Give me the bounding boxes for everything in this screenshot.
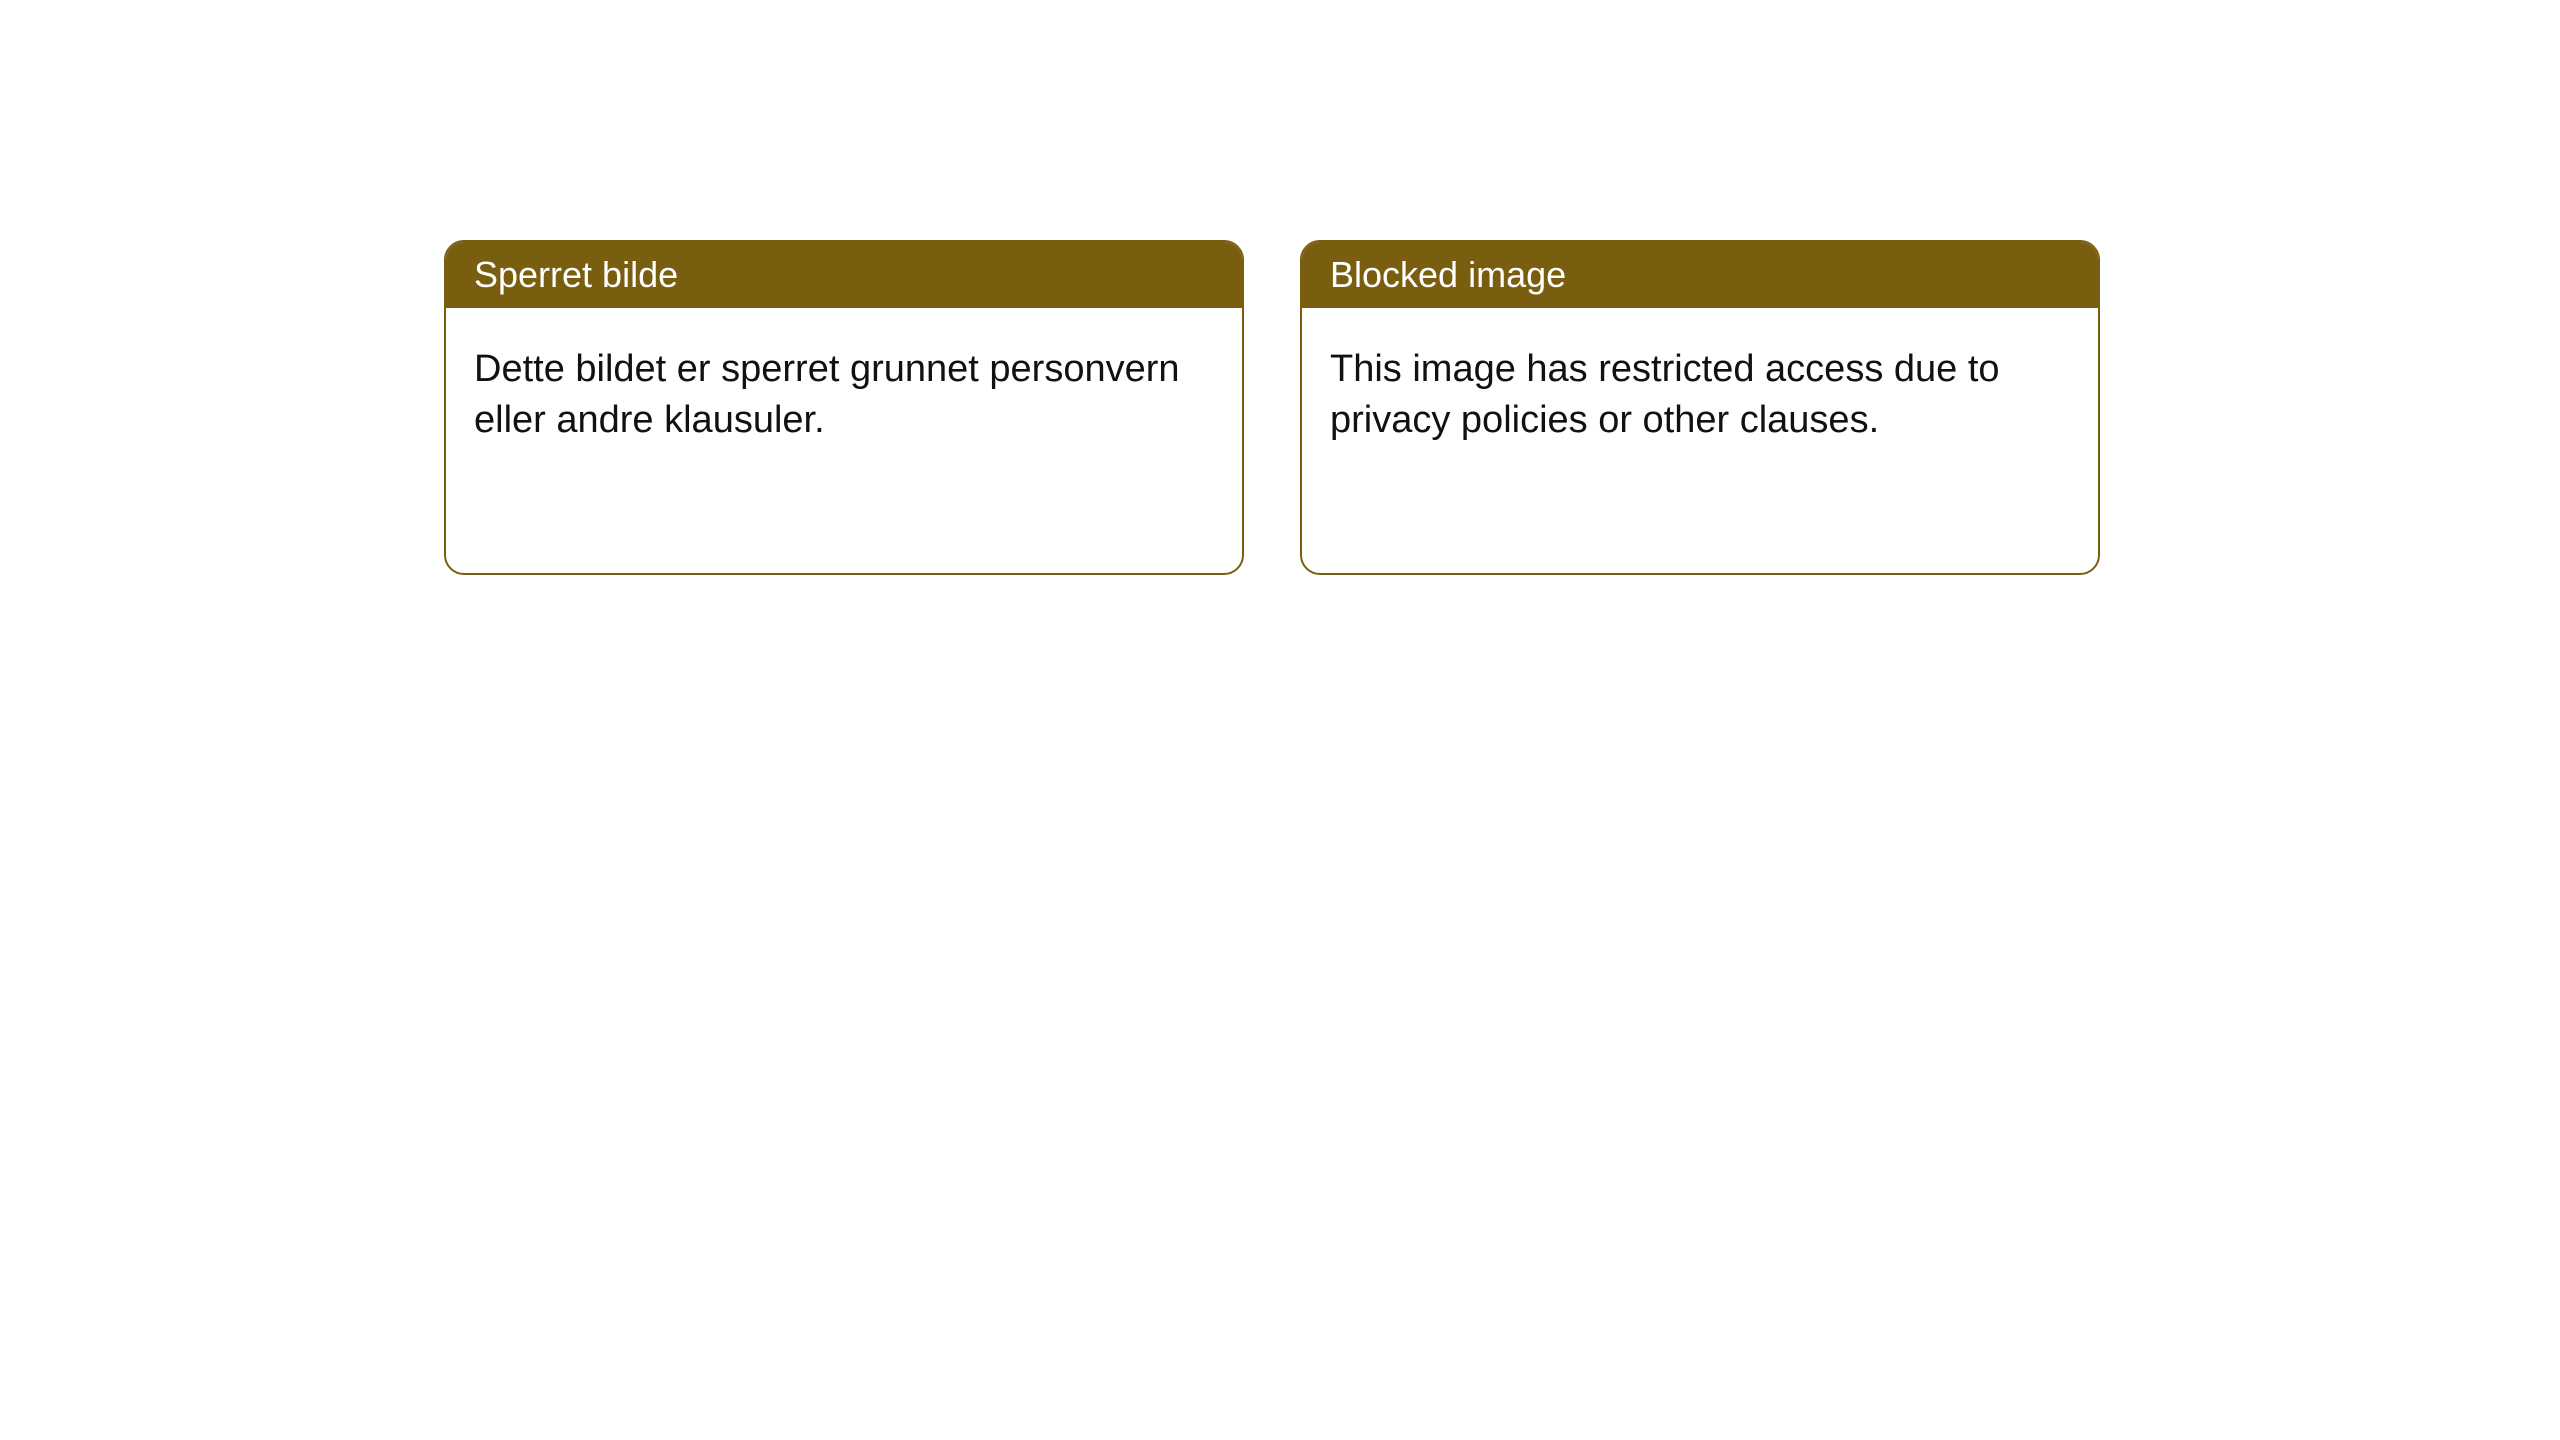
- card-title: Sperret bilde: [474, 254, 678, 295]
- card-message: This image has restricted access due to …: [1330, 348, 2000, 441]
- card-body: This image has restricted access due to …: [1302, 308, 2098, 483]
- card-body: Dette bildet er sperret grunnet personve…: [446, 308, 1242, 483]
- notice-card-norwegian: Sperret bilde Dette bildet er sperret gr…: [444, 240, 1244, 575]
- card-header: Sperret bilde: [446, 242, 1242, 308]
- card-header: Blocked image: [1302, 242, 2098, 308]
- card-title: Blocked image: [1330, 254, 1566, 295]
- notice-container: Sperret bilde Dette bildet er sperret gr…: [0, 0, 2560, 575]
- notice-card-english: Blocked image This image has restricted …: [1300, 240, 2100, 575]
- card-message: Dette bildet er sperret grunnet personve…: [474, 348, 1180, 441]
